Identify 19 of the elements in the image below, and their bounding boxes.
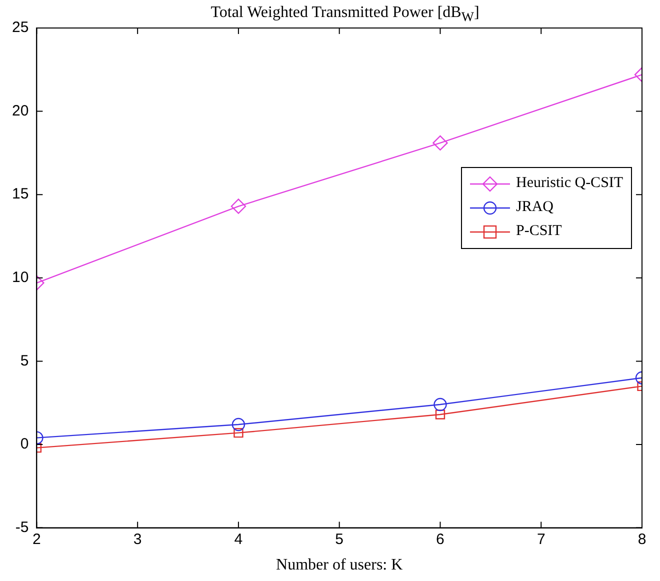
y-tick-label: 15 bbox=[12, 186, 29, 203]
y-tick-label: 0 bbox=[20, 436, 29, 453]
legend-label: JRAQ bbox=[516, 199, 554, 216]
x-tick-label: 4 bbox=[234, 530, 243, 548]
y-tick-label: 5 bbox=[20, 352, 29, 370]
x-axis-title: Number of users: K bbox=[276, 556, 404, 574]
y-tick-label: -5 bbox=[15, 518, 29, 536]
x-tick-label: 5 bbox=[335, 530, 344, 548]
x-tick-label: 7 bbox=[536, 530, 546, 548]
legend-label: Heuristic Q-CSIT bbox=[516, 175, 624, 192]
y-tick-label: 25 bbox=[12, 19, 29, 36]
y-tick-label: 10 bbox=[12, 269, 29, 286]
chart-title: Total Weighted Transmitted Power [dB$_{W}$] bbox=[210, 4, 480, 26]
x-tick-label: 6 bbox=[436, 530, 444, 548]
x-tick-label: 8 bbox=[638, 530, 646, 548]
x-tick-label: 3 bbox=[133, 530, 142, 548]
legend-label: P-CSIT bbox=[516, 223, 562, 240]
x-tick-label: 2 bbox=[32, 530, 41, 548]
y-tick-label: 20 bbox=[12, 102, 29, 120]
